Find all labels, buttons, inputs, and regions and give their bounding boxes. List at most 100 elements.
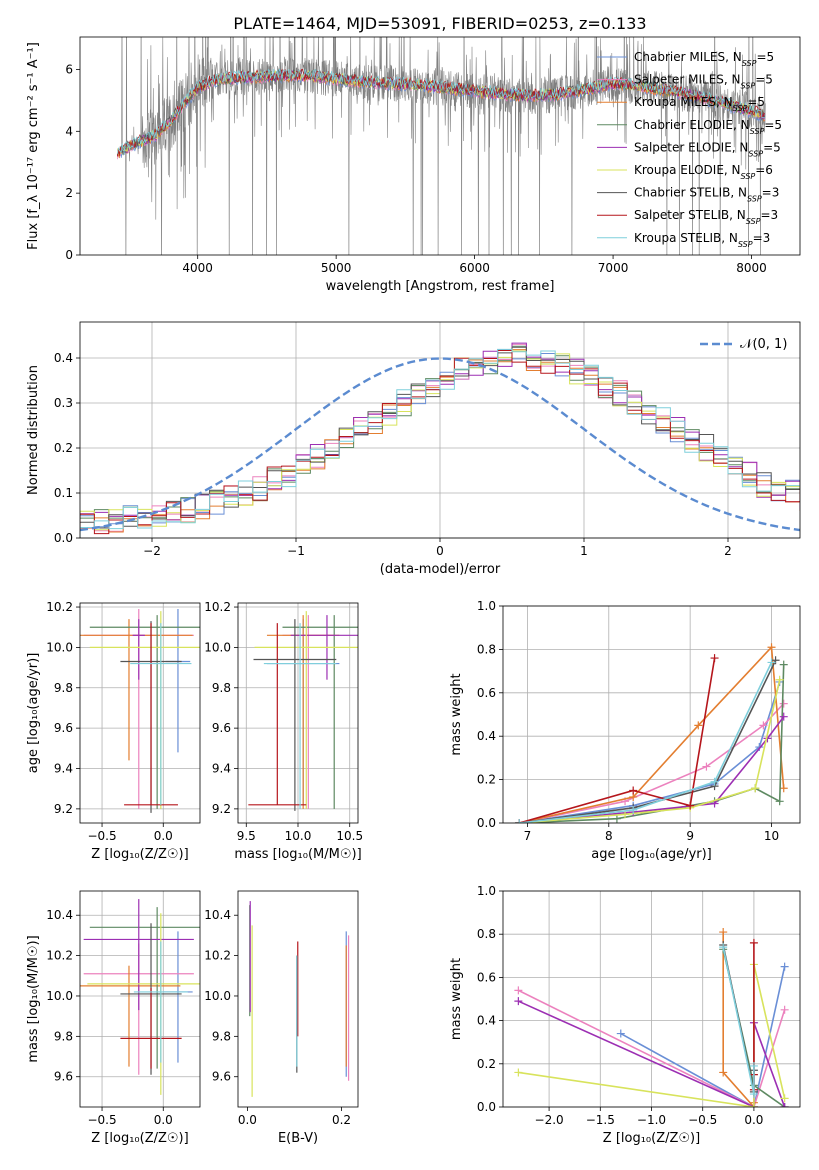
weight-marker: [694, 721, 703, 730]
y-tick-label: 0.0: [477, 1100, 496, 1114]
y-tick-label: 9.2: [54, 802, 73, 816]
y-tick-label: 9.6: [212, 1070, 231, 1084]
y-tick-label: 10.4: [204, 908, 231, 922]
axes-frame: [79, 321, 801, 539]
chart-mass-vs-ebv: 0.0 0.2 9.6 9.8 10.0 10.2 10.4 E(B-V): [204, 890, 359, 1146]
weight-marker: [779, 712, 788, 721]
y-tick-label: 0.8: [477, 927, 496, 941]
axes: −2 −1 0 1 2 0.0 0.1 0.2 0.3 0.4 (data-model)/error…: [26, 321, 801, 577]
errorbar-point: [133, 941, 188, 1063]
weight-line-salpeter-miles: [518, 989, 786, 1107]
y-tick-label: 10.0: [46, 989, 73, 1003]
y-tick-label: 0.2: [477, 773, 496, 787]
chart-mass-vs-z: −0.5 0.0 9.6 9.8 10.0 10.2 10.4 Z [log₁₀(Z/Z☉)]…: [26, 890, 201, 1146]
axes: −2.0 −1.5 −1.0 −0.5 0.0 0.0 0.2 0.4 0.6 0.8 1.0 Z […: [449, 884, 801, 1146]
y-tick-label: 9.4: [54, 762, 73, 776]
x-tick-label: −2.0: [535, 1113, 564, 1127]
weight-line-salpeter-stelib: [519, 657, 716, 823]
weight-marker: [779, 699, 788, 708]
errorbar-point: [165, 609, 191, 753]
legend-entry: Kroupa ELODIE, NSSP=6: [634, 163, 773, 181]
weight-marker: [749, 1103, 758, 1107]
y-tick-label: 0.8: [477, 642, 496, 656]
y-tick-label: 9.6: [212, 721, 231, 735]
y-tick-label: 1.0: [477, 884, 496, 898]
plot-area: [248, 611, 358, 811]
x-tick-label: 1: [580, 544, 588, 558]
legend-entry: Kroupa STELIB, NSSP=3: [634, 231, 770, 249]
weight-marker: [749, 938, 758, 947]
axes-frame: [79, 36, 801, 256]
weight-marker: [749, 1090, 758, 1099]
chart-weight-vs-z: −2.0 −1.5 −1.0 −0.5 0.0 0.0 0.2 0.4 0.6 0.8 1.0 Z […: [449, 884, 801, 1146]
x-axis-label: age [log₁₀(age/yr)]: [591, 847, 712, 862]
grid: [238, 603, 358, 823]
axes-frame: [237, 890, 359, 1108]
x-tick-label: −1: [287, 544, 305, 558]
weight-marker: [719, 943, 728, 952]
x-tick-label: 0: [436, 544, 444, 558]
axes-frame: [79, 602, 201, 824]
errorbar-point: [254, 611, 358, 809]
chart-age-vs-mass: 9.5 10.0 10.5 9.2 9.4 9.6 9.8 10.0 10.2 mass [log…: [204, 600, 363, 862]
y-tick-label: 10.2: [46, 949, 73, 963]
y-tick-label: 10.0: [46, 640, 73, 654]
x-tick-label: 4000: [182, 261, 213, 275]
x-axis-label: E(B-V): [278, 1131, 318, 1146]
y-tick-label: 0.3: [54, 396, 73, 410]
x-tick-label: −2: [143, 544, 161, 558]
y-tick-label: 0.2: [54, 441, 73, 455]
weight-marker: [767, 643, 776, 652]
x-axis-label: Z [log₁₀(Z/Z☉)]: [603, 1131, 700, 1146]
chart-weight-vs-age: 7 8 9 10 0.0 0.2 0.4 0.6 0.8 1.0 age [log₁₀(age/yr…: [449, 599, 801, 862]
x-tick-label: 8: [605, 829, 613, 843]
weight-marker: [780, 962, 789, 971]
weight-line-chabrier-miles: [620, 966, 786, 1107]
y-tick-label: 4: [65, 124, 73, 138]
weight-marker: [751, 784, 760, 793]
x-tick-label: −0.5: [87, 829, 116, 843]
grid: [80, 603, 200, 823]
plot-area: [515, 643, 788, 823]
x-tick-label: 0.0: [238, 1113, 257, 1127]
axes-frame: [502, 605, 801, 824]
legend-entry: Salpeter ELODIE, NSSP=5: [634, 140, 781, 158]
chart-age-vs-z: −0.5 0.0 9.2 9.4 9.6 9.8 10.0 10.2 Z [log₁₀(Z/Z☉…: [26, 600, 201, 862]
errorbar-point: [89, 907, 200, 1069]
y-tick-label: 0.6: [477, 686, 496, 700]
y-tick-label: 9.6: [54, 721, 73, 735]
x-tick-label: −1.5: [586, 1113, 615, 1127]
x-tick-label: 0.2: [332, 1113, 351, 1127]
errorbar-point: [80, 965, 181, 1067]
y-tick-label: 9.4: [212, 762, 231, 776]
y-tick-label: 0.0: [54, 531, 73, 545]
weight-marker: [780, 1103, 789, 1107]
x-tick-label: 0.0: [154, 829, 173, 843]
weight-marker: [616, 1029, 625, 1038]
weight-marker: [719, 1068, 728, 1077]
x-axis-label: wavelength [Angstrom, rest frame]: [326, 279, 555, 294]
x-tick-label: 0.0: [154, 1113, 173, 1127]
hist-kroupa-stelib: [80, 348, 800, 538]
weight-marker: [514, 1068, 523, 1077]
y-axis-label: mass [log₁₀(M/M☉)]: [26, 935, 41, 1062]
errorbar-point: [80, 619, 193, 761]
legend: Chabrier MILES, NSSP=5 Salpeter MILES, NS…: [597, 50, 782, 248]
y-tick-label: 2: [65, 186, 73, 200]
y-tick-label: 9.2: [212, 802, 231, 816]
x-tick-label: 7: [524, 829, 532, 843]
legend-entry: Chabrier STELIB, NSSP=3: [634, 186, 779, 204]
axes: −0.5 0.0 9.6 9.8 10.0 10.2 10.4 Z [log₁₀(Z/Z☉)]…: [26, 890, 201, 1146]
weight-marker: [749, 1061, 758, 1070]
weight-line-salpeter-elodie: [519, 716, 785, 823]
x-tick-label: 5000: [321, 261, 352, 275]
weight-marker: [710, 654, 719, 663]
weight-marker: [767, 658, 776, 667]
normal-curve: [80, 357, 800, 532]
y-axis-label: mass weight: [449, 958, 464, 1040]
errorbar-point: [124, 623, 178, 806]
y-tick-label: 10.4: [46, 908, 73, 922]
weight-marker: [710, 777, 719, 786]
legend-entry: Salpeter STELIB, NSSP=3: [634, 208, 778, 226]
